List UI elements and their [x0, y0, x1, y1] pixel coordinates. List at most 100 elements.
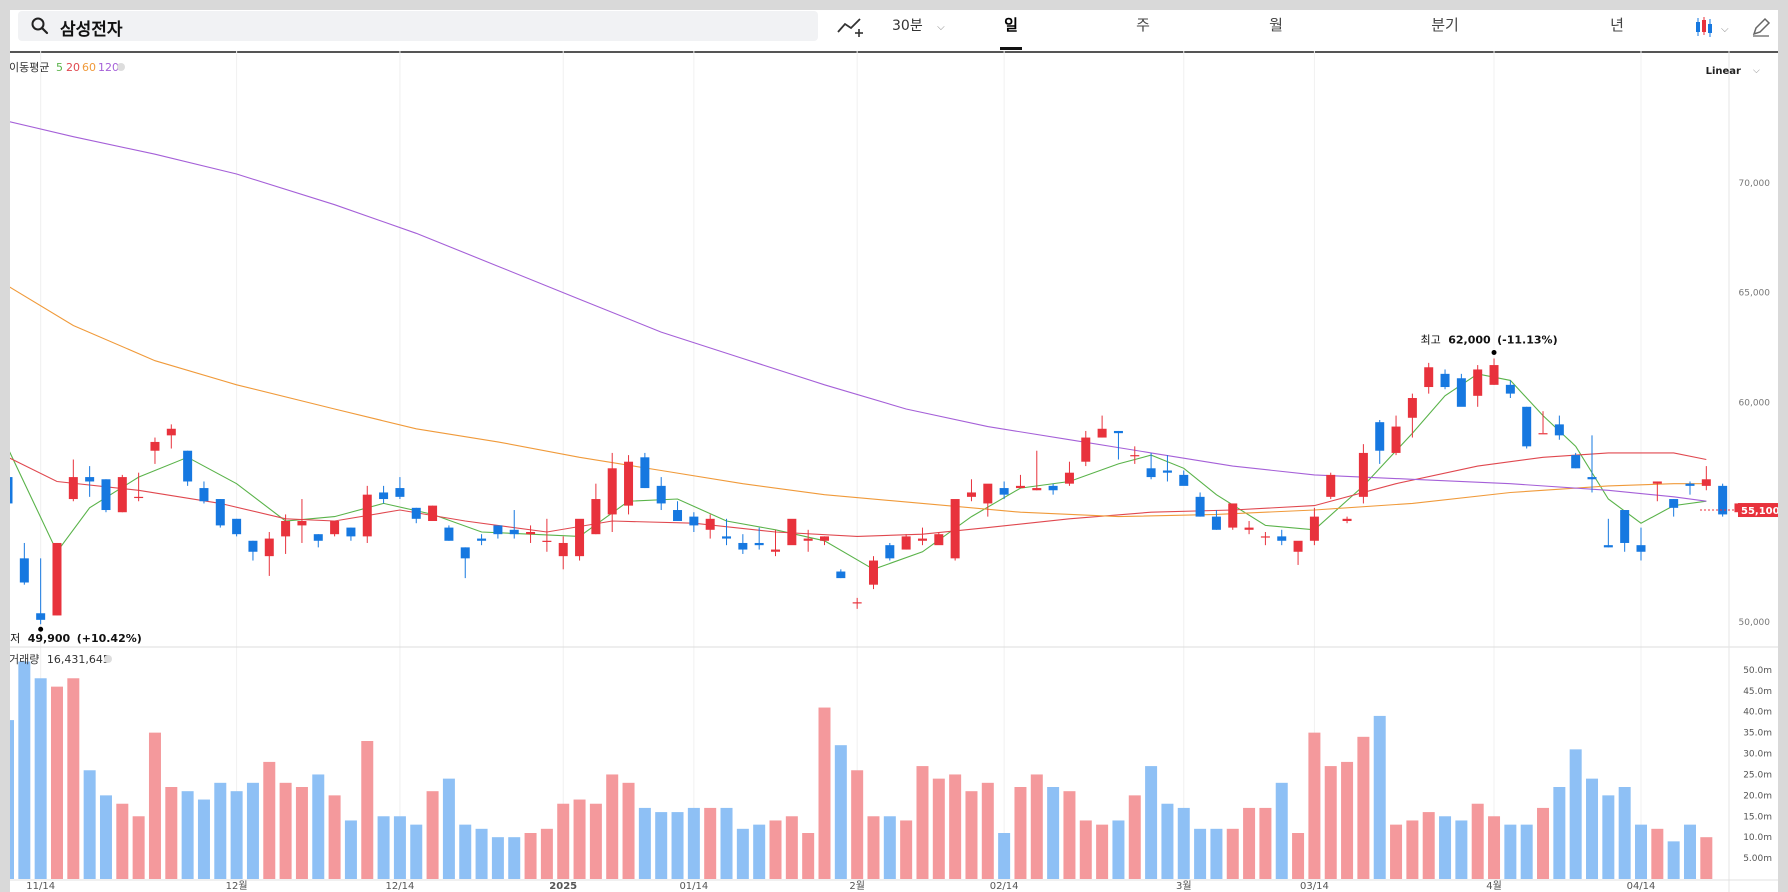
- volume-bar: [344, 820, 357, 879]
- candle: [232, 518, 242, 537]
- candle: [1505, 380, 1515, 399]
- volume-bar: [1537, 807, 1550, 879]
- low-annotation: 최저 49,900 (+10.42%): [10, 626, 142, 645]
- candle-body: [1081, 437, 1091, 462]
- candle-body: [1669, 499, 1679, 508]
- candle-body: [232, 518, 242, 535]
- candle-body: [509, 529, 519, 535]
- current-price-badge: 55,100: [1700, 503, 1778, 518]
- volume-bar: [802, 833, 815, 879]
- candle: [1015, 474, 1025, 489]
- interval-select[interactable]: 30분 ⌵: [892, 15, 945, 35]
- volume-bar: [606, 774, 619, 879]
- volume-bar: [818, 707, 831, 879]
- candle-body: [346, 527, 356, 537]
- volume-bar: [263, 761, 276, 879]
- candle-body: [966, 492, 976, 497]
- candle-body: [542, 540, 552, 542]
- volume-bar: [687, 807, 700, 879]
- volume-bar: [1096, 824, 1109, 879]
- candle-body: [820, 536, 829, 541]
- candle: [640, 452, 650, 489]
- candle-body: [1179, 474, 1189, 486]
- candle-body: [362, 494, 372, 537]
- volume-bar: [361, 741, 374, 879]
- candle-body: [1489, 365, 1499, 385]
- candle-body: [1195, 496, 1205, 517]
- candle: [1293, 540, 1303, 565]
- volume-bar: [916, 766, 929, 879]
- candle-body: [1342, 518, 1352, 522]
- pencil-icon[interactable]: [1750, 16, 1772, 38]
- candle-body: [395, 488, 405, 497]
- candle: [460, 547, 470, 579]
- candle: [1440, 369, 1450, 390]
- candle-body: [1522, 406, 1532, 447]
- candle: [85, 466, 95, 497]
- tab-quarter[interactable]: 분기: [1431, 16, 1459, 34]
- ma-legend-settings-icon[interactable]: [117, 63, 125, 71]
- tab-month[interactable]: 월: [1269, 16, 1283, 34]
- volume-bar: [377, 816, 390, 879]
- candle: [787, 518, 797, 546]
- candle-body: [1571, 455, 1581, 469]
- candle-type-icon[interactable]: ⌵: [1694, 16, 1734, 38]
- volume-bar: [1683, 824, 1696, 879]
- price-chart[interactable]: 이동평균 5 20 60 120 Linear ⌵ 70,000 65,000 60…: [10, 51, 1778, 892]
- candles: [10, 358, 1744, 625]
- candle-body: [934, 534, 944, 546]
- volume-bar: [655, 812, 668, 879]
- candle: [1669, 499, 1679, 517]
- tab-year[interactable]: 년: [1610, 16, 1624, 34]
- volume-tick-label: 50.0m: [1743, 666, 1772, 676]
- candle-body: [1113, 430, 1123, 434]
- high-marker: [1491, 349, 1497, 355]
- volume-legend-value: 16,431,645: [47, 653, 110, 666]
- scale-chevron-icon[interactable]: ⌵: [1753, 66, 1760, 76]
- candle: [1277, 529, 1287, 546]
- candle: [820, 536, 829, 546]
- candle: [1375, 419, 1385, 464]
- volume-settings-icon[interactable]: [104, 655, 112, 663]
- top-toolbar: 삼성전자 30분 ⌵ 일 주 월 분기 년 ⌵: [10, 10, 1778, 53]
- candle-body: [166, 428, 176, 436]
- price-tick-label: 50,000: [1739, 618, 1771, 628]
- candle-body: [19, 558, 29, 583]
- time-tick-label: 3월: [1176, 880, 1192, 892]
- candle: [248, 540, 258, 561]
- candle: [1130, 446, 1140, 464]
- candle-body: [1701, 479, 1711, 486]
- tab-week[interactable]: 주: [1136, 16, 1150, 34]
- tab-day[interactable]: 일: [1004, 16, 1018, 34]
- volume-bar: [769, 820, 782, 879]
- volume-bar: [34, 678, 47, 879]
- drawing-tool-icon[interactable]: [836, 16, 864, 38]
- candle: [1342, 516, 1352, 524]
- candle: [738, 534, 748, 554]
- candle-body: [1505, 384, 1515, 394]
- candle: [1211, 510, 1221, 530]
- volume-tick-label: 40.0m: [1743, 708, 1772, 718]
- ma-legend-120: 120: [98, 61, 119, 74]
- volume-bar: [1520, 824, 1533, 879]
- candle: [722, 518, 732, 546]
- candle-body: [460, 547, 470, 559]
- volume-bar: [295, 787, 308, 879]
- volume-bar: [998, 833, 1011, 879]
- volume-bar: [475, 828, 488, 879]
- volume-tick-label: 25.0m: [1743, 770, 1772, 780]
- low-label-value: 49,900: [28, 632, 71, 645]
- volume-bar: [1602, 795, 1615, 879]
- volume-bar: [1259, 807, 1272, 879]
- volume-tick-label: 35.0m: [1743, 729, 1772, 739]
- candle-body: [917, 538, 927, 541]
- search-box[interactable]: 삼성전자: [18, 11, 818, 41]
- moving-average-lines: [10, 121, 1707, 570]
- scale-type-label[interactable]: Linear: [1706, 66, 1741, 77]
- candle: [1032, 450, 1042, 491]
- volume-bar: [540, 828, 553, 879]
- candle-body: [1358, 452, 1368, 497]
- search-input[interactable]: 삼성전자: [60, 20, 123, 40]
- candle-body: [1603, 545, 1613, 548]
- candle-body: [134, 496, 144, 499]
